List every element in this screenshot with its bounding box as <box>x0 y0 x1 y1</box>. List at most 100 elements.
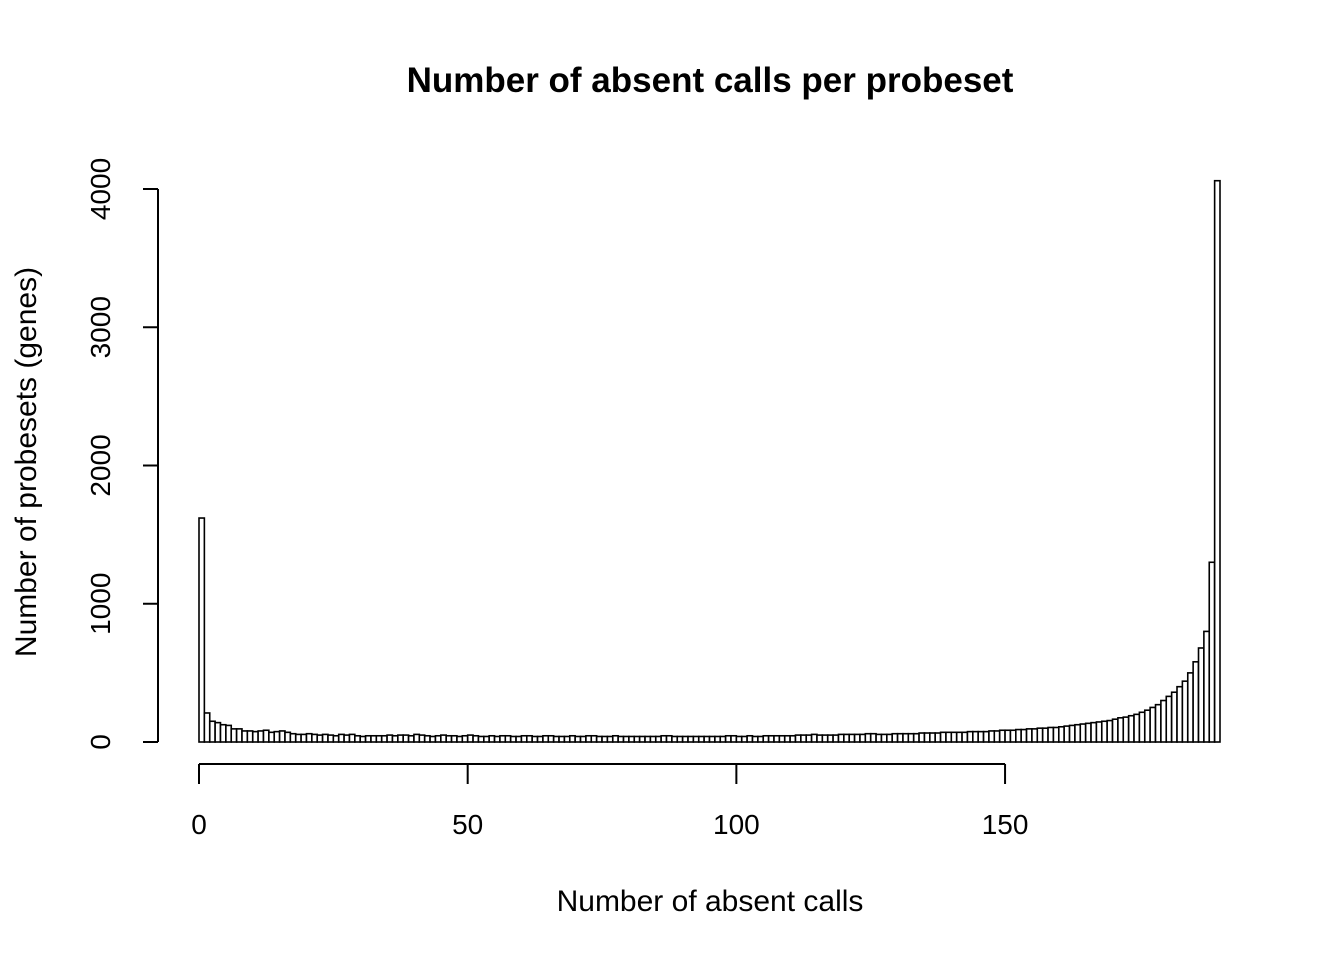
histogram-bar <box>1117 717 1125 743</box>
histogram-bar <box>1052 726 1060 743</box>
histogram-bar <box>628 735 636 743</box>
y-tick-label: 3000 <box>85 296 116 358</box>
x-tick-label: 100 <box>713 809 760 840</box>
histogram-bar <box>810 733 818 743</box>
histogram-bar <box>1020 728 1028 743</box>
histogram-bar <box>998 729 1006 743</box>
histogram-bar <box>966 730 974 743</box>
histogram-bar <box>660 734 668 743</box>
histogram-bar <box>740 735 748 743</box>
histogram-bar <box>1133 713 1141 743</box>
histogram-bar <box>950 731 958 743</box>
histogram-bar <box>515 735 523 743</box>
histogram-bar <box>246 730 254 743</box>
histogram-bar <box>332 734 340 743</box>
histogram-bar <box>945 731 953 743</box>
histogram-bar <box>520 734 528 743</box>
histogram-bar <box>654 735 662 743</box>
histogram-bar <box>757 735 765 743</box>
histogram-bar <box>982 730 990 743</box>
histogram-bar <box>783 734 791 743</box>
histogram-bar <box>746 734 754 743</box>
histogram-bar <box>434 734 442 743</box>
histogram-bar <box>348 733 356 743</box>
histogram-bar <box>316 734 324 743</box>
histogram-bar <box>391 734 399 743</box>
histogram-bar <box>923 732 931 743</box>
histogram-bar <box>1165 695 1173 743</box>
histogram-bar <box>1127 714 1135 743</box>
histogram-bar <box>880 733 888 743</box>
histogram-bar <box>1009 729 1017 743</box>
histogram-bar <box>719 735 727 743</box>
histogram-bar <box>644 735 652 743</box>
y-tick-label: 4000 <box>85 158 116 220</box>
histogram-bar <box>837 733 845 743</box>
histogram-bar <box>321 733 329 743</box>
histogram-bar <box>961 731 969 743</box>
histogram-bar <box>681 735 689 743</box>
histogram-bar <box>1203 630 1211 743</box>
y-axis: 0 1000 2000 3000 4000 <box>85 158 159 750</box>
histogram-bar <box>805 734 813 743</box>
histogram-bar <box>611 734 619 743</box>
histogram-bar <box>800 734 808 743</box>
y-tick-label: 1000 <box>85 573 116 635</box>
histogram-bar <box>547 734 555 743</box>
histogram-bar <box>230 728 238 743</box>
histogram-bar <box>483 735 490 743</box>
histogram-bar <box>1213 179 1221 743</box>
histogram-bar <box>407 734 415 743</box>
histogram-bar <box>380 734 388 743</box>
histogram-bar <box>305 732 313 743</box>
histogram-bar <box>1057 725 1065 743</box>
histogram-bar <box>354 734 362 743</box>
histogram-bar <box>1176 685 1184 743</box>
histogram-bar <box>337 733 345 743</box>
histogram-bar <box>671 735 679 743</box>
histogram-bar <box>1004 729 1012 743</box>
histogram-bar <box>208 720 216 743</box>
histogram-bar <box>751 735 759 743</box>
histogram-bar <box>1063 725 1071 743</box>
histogram-bar <box>843 733 851 743</box>
x-tick-label: 50 <box>452 809 483 840</box>
histogram-bar <box>558 735 566 743</box>
histogram-bar <box>633 735 641 743</box>
histogram-bar <box>1197 647 1205 743</box>
histogram-bar <box>590 734 598 743</box>
histogram-bar <box>273 730 281 743</box>
histogram-bar <box>493 735 501 743</box>
histogram-bar <box>692 735 700 743</box>
histogram-bar <box>1106 719 1114 743</box>
histogram-bar <box>1160 699 1168 743</box>
histogram-bar <box>375 734 383 743</box>
histogram-bar <box>294 733 302 743</box>
histogram-bar <box>816 734 824 743</box>
histogram-bar <box>601 735 609 743</box>
histogram-bar <box>1068 724 1076 743</box>
histogram-bar <box>509 735 517 743</box>
histogram-bar <box>466 734 474 743</box>
histogram-bar <box>445 734 453 743</box>
histogram-bar <box>730 734 738 743</box>
y-tick-label: 0 <box>85 734 116 750</box>
histogram-bar <box>1170 691 1178 743</box>
histogram-bar <box>972 730 979 743</box>
histogram-bar <box>1181 680 1189 743</box>
x-tick-label: 0 <box>191 809 207 840</box>
histogram-bar <box>413 733 421 743</box>
histogram-bar <box>1090 721 1098 743</box>
histogram-bar <box>343 734 351 743</box>
histogram-bar <box>988 730 996 743</box>
histogram-bar <box>767 734 775 743</box>
histogram-bar <box>450 734 458 743</box>
histogram-bar <box>1041 727 1049 743</box>
histogram-bar <box>735 735 743 743</box>
histogram-bar <box>440 734 447 743</box>
histogram-bar <box>568 734 576 743</box>
histogram-bar <box>1047 726 1055 743</box>
histogram-bar <box>912 732 920 743</box>
histogram-bar <box>418 734 426 743</box>
histogram-bar <box>826 734 834 743</box>
